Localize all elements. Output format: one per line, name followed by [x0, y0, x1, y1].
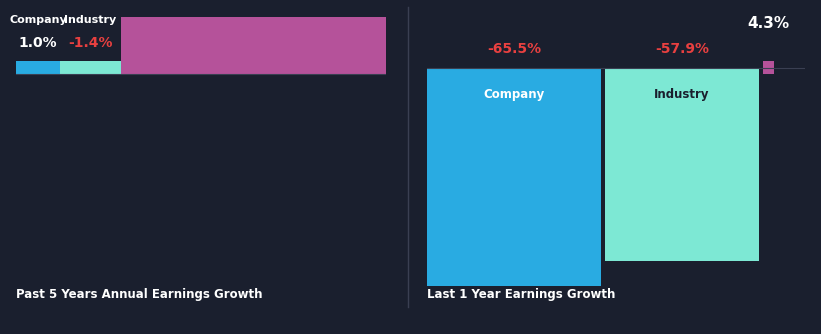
Text: 4.3%: 4.3% [748, 16, 790, 31]
Bar [121, 12, 386, 74]
Bar [605, 68, 759, 261]
Bar [16, 61, 60, 74]
Text: Company: Company [484, 88, 544, 101]
Text: Company: Company [9, 14, 67, 24]
Bar [427, 68, 601, 286]
Text: -57.9%: -57.9% [655, 42, 709, 56]
Text: Last 1 Year Earnings Growth: Last 1 Year Earnings Growth [427, 288, 615, 301]
Bar [763, 61, 774, 74]
Text: -65.5%: -65.5% [487, 42, 541, 56]
Text: Industry: Industry [654, 88, 710, 101]
Text: Industry: Industry [64, 14, 117, 24]
Bar [60, 61, 121, 74]
Text: -1.4%: -1.4% [68, 36, 112, 50]
Text: Past 5 Years Annual Earnings Growth: Past 5 Years Annual Earnings Growth [16, 288, 263, 301]
Text: 1.0%: 1.0% [19, 36, 57, 50]
